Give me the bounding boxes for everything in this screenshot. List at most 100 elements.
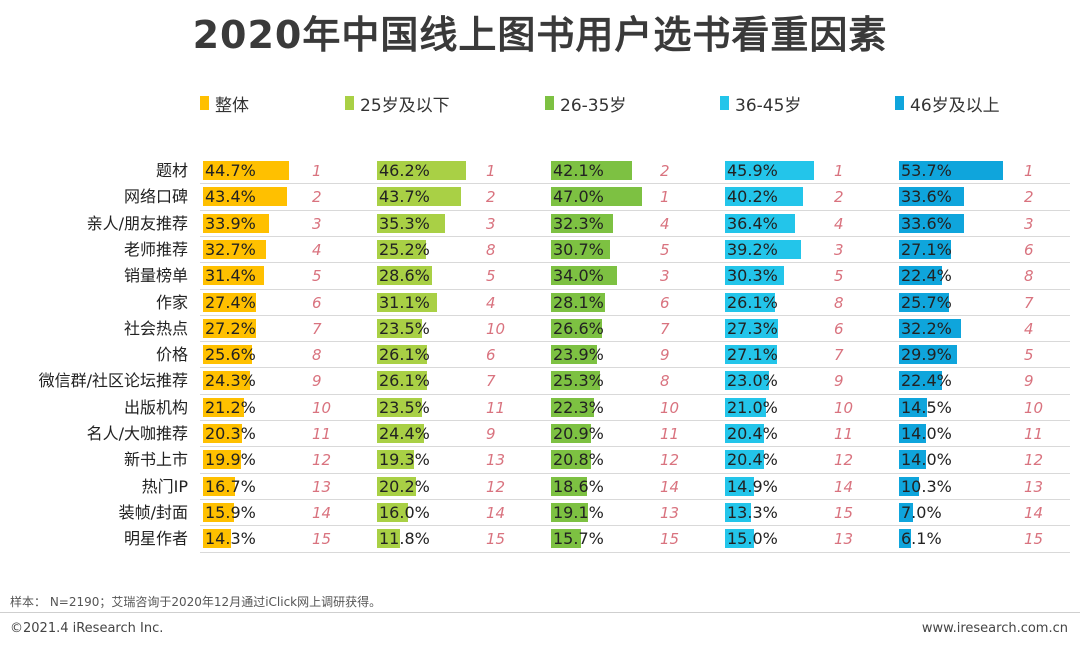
row-divider — [200, 446, 1070, 448]
data-bar — [377, 476, 417, 496]
data-bar — [899, 292, 949, 312]
rank-label: 4 — [486, 293, 496, 312]
value-label: 19.1% — [553, 502, 604, 522]
value-label: 14.0% — [901, 424, 952, 443]
data-bar — [203, 161, 290, 180]
value-label: 24.3% — [205, 371, 256, 391]
legend-swatch — [895, 96, 904, 110]
rank-label: 7 — [312, 319, 322, 338]
value-label: 27.4% — [205, 292, 256, 312]
rank-label: 15 — [834, 503, 854, 522]
rank-label: 8 — [486, 240, 496, 259]
rank-label: 9 — [834, 372, 844, 391]
value-label: 32.3% — [553, 213, 604, 233]
data-bar — [725, 266, 784, 286]
value-label: 35.3% — [379, 213, 430, 233]
rank-label: 13 — [486, 451, 506, 470]
data-bar — [203, 502, 234, 522]
data-bar — [551, 266, 617, 286]
value-label: 32.2% — [901, 318, 952, 338]
rank-label: 11 — [1024, 425, 1044, 443]
data-bar — [725, 371, 770, 391]
data-bar — [203, 266, 264, 286]
data-bar — [725, 450, 765, 470]
rank-label: 2 — [834, 188, 844, 207]
value-label: 33.9% — [205, 213, 256, 233]
rank-label: 4 — [312, 240, 322, 259]
rank-label: 5 — [486, 267, 496, 286]
value-label: 6.1% — [901, 529, 942, 549]
value-label: 22.4% — [901, 371, 952, 391]
value-label: 23.5% — [379, 318, 430, 338]
rank-label: 5 — [660, 240, 670, 259]
rank-label: 6 — [660, 293, 670, 312]
value-label: 26.1% — [379, 345, 430, 365]
category-label: 题材 — [155, 161, 188, 180]
rank-label: 2 — [1024, 188, 1034, 207]
value-label: 14.9% — [727, 476, 778, 496]
rank-label: 1 — [312, 162, 322, 180]
value-label: 10.3% — [901, 476, 952, 496]
data-bar — [725, 424, 765, 443]
rank-label: 9 — [1024, 372, 1034, 391]
rank-label: 8 — [312, 346, 322, 365]
data-bar — [551, 213, 614, 233]
row-divider — [200, 498, 1070, 500]
data-bar — [725, 529, 754, 549]
rank-label: 3 — [660, 267, 670, 286]
data-bar — [725, 318, 778, 338]
value-label: 21.0% — [727, 397, 778, 417]
data-bar — [377, 187, 462, 207]
value-label: 53.7% — [901, 161, 952, 180]
rank-label: 3 — [486, 214, 496, 233]
data-bar — [725, 187, 803, 207]
data-bar — [551, 529, 582, 549]
value-label: 47.0% — [553, 187, 604, 207]
data-bar — [203, 239, 267, 259]
value-label: 25.3% — [553, 371, 604, 391]
category-label: 亲人/朋友推荐 — [86, 213, 188, 233]
data-bar — [203, 529, 231, 549]
rank-label: 8 — [660, 372, 670, 391]
data-bar — [551, 450, 592, 470]
chart-title: 2020年中国线上图书用户选书看重因素 — [192, 13, 888, 57]
category-label: 销量榜单 — [123, 266, 188, 286]
data-bar — [551, 161, 633, 180]
data-bar — [725, 397, 766, 417]
value-label: 7.0% — [901, 502, 942, 522]
data-bar — [377, 371, 428, 391]
legend-item: 整体 — [200, 90, 249, 116]
website-link[interactable]: www.iresearch.com.cn — [921, 621, 1068, 636]
rank-label: 10 — [834, 398, 854, 417]
rank-label: 1 — [1024, 162, 1034, 180]
rank-label: 14 — [1024, 503, 1044, 522]
value-label: 24.4% — [379, 424, 430, 443]
data-bar — [203, 292, 256, 312]
value-label: 19.9% — [205, 450, 256, 470]
legend-swatch — [200, 96, 209, 110]
rank-label: 12 — [486, 477, 506, 496]
data-bar — [899, 239, 952, 259]
legend-item: 36-45岁 — [720, 90, 801, 116]
rank-label: 14 — [660, 477, 680, 496]
data-bar — [377, 502, 408, 522]
chart-area: 题材 44.7% 1 46.2% 1 42.1% 2 45.9% 1 53.7% 1 网络口碑 43.4… — [0, 158, 1080, 558]
value-label: 40.2% — [727, 187, 778, 207]
row-divider — [200, 183, 1070, 185]
data-bar — [899, 424, 927, 443]
value-label: 33.6% — [901, 187, 952, 207]
value-label: 39.2% — [727, 239, 778, 259]
rank-label: 14 — [312, 503, 332, 522]
row-divider — [200, 262, 1070, 264]
data-bar — [377, 397, 423, 417]
rank-label: 10 — [1024, 398, 1044, 417]
value-label: 30.7% — [553, 239, 604, 259]
data-bar — [203, 476, 236, 496]
row-divider — [200, 525, 1070, 527]
data-bar — [551, 292, 606, 312]
value-label: 26.1% — [379, 371, 430, 391]
value-label: 29.9% — [901, 345, 952, 365]
data-bar — [203, 213, 269, 233]
value-label: 28.6% — [379, 266, 430, 286]
data-bar — [377, 318, 423, 338]
